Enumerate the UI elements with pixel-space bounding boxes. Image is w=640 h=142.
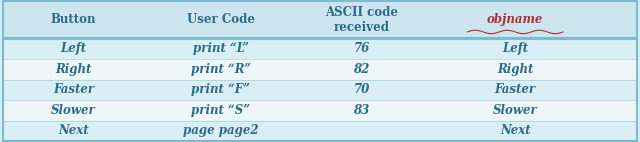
Text: User Code: User Code — [187, 13, 255, 26]
Text: 82: 82 — [353, 63, 370, 76]
Text: print “S”: print “S” — [191, 104, 250, 117]
Text: Faster: Faster — [53, 83, 94, 96]
Text: 76: 76 — [353, 42, 370, 55]
Text: Right: Right — [56, 63, 92, 76]
Text: Left: Left — [502, 42, 528, 55]
Text: page page2: page page2 — [183, 125, 259, 137]
Text: Faster: Faster — [495, 83, 536, 96]
Text: print “F”: print “F” — [191, 83, 250, 96]
Text: Slower: Slower — [493, 104, 538, 117]
Text: 83: 83 — [353, 104, 370, 117]
Text: 70: 70 — [353, 83, 370, 96]
Bar — [3, 59, 637, 80]
Text: objname: objname — [487, 13, 543, 26]
Text: Slower: Slower — [51, 104, 96, 117]
Text: Right: Right — [497, 63, 533, 76]
Text: Next: Next — [58, 125, 89, 137]
Text: print “R”: print “R” — [191, 63, 251, 76]
Bar — [3, 38, 637, 59]
Bar — [3, 100, 637, 121]
Text: Next: Next — [500, 125, 531, 137]
Text: print “L”: print “L” — [193, 42, 249, 55]
Text: Button: Button — [51, 13, 97, 26]
Bar — [3, 80, 637, 100]
Bar — [3, 121, 637, 141]
Bar — [3, 1, 637, 38]
Text: ASCII code
received: ASCII code received — [325, 6, 398, 34]
Text: Left: Left — [61, 42, 86, 55]
